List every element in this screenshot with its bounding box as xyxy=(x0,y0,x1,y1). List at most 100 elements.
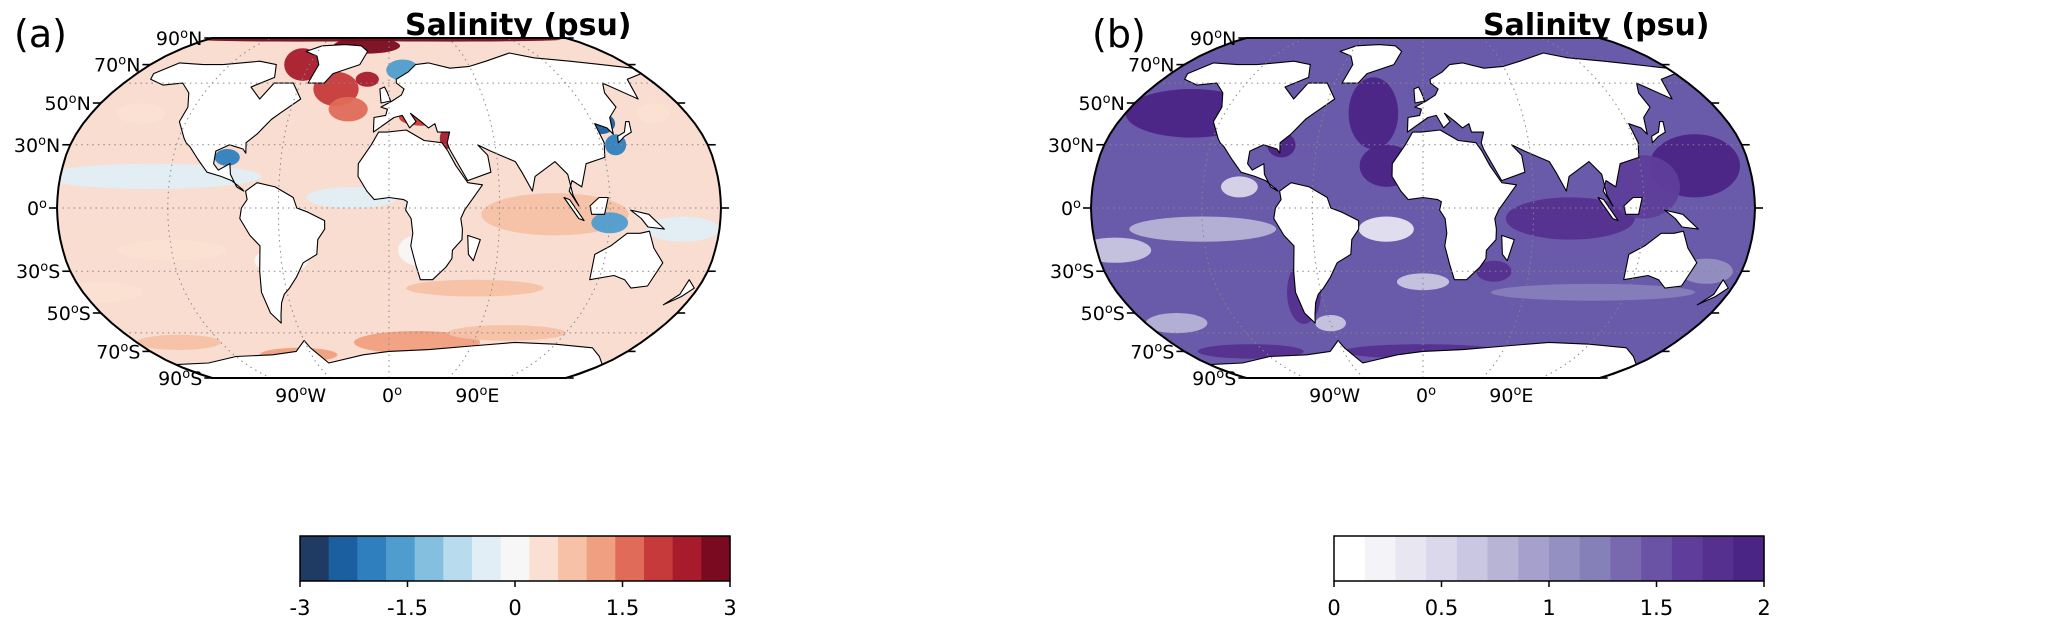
lat-label: 30oS xyxy=(1050,260,1094,283)
colorbar-bin xyxy=(472,536,502,581)
anomaly-patch xyxy=(1491,283,1695,301)
land-antarctica xyxy=(1209,339,1637,378)
land-sumatra xyxy=(563,196,585,222)
land-south-america xyxy=(1273,182,1360,324)
colorbar-bin xyxy=(414,536,444,581)
anomaly-patch xyxy=(1396,273,1450,291)
colorbar-bin xyxy=(1671,536,1704,581)
colorbar-tick-label: -1.5 xyxy=(387,596,428,620)
colorbar-bin xyxy=(1364,536,1397,581)
panel-b: (b) Salinity (psu) 90oN 70oN 50oN 30oN 0o 30o… xyxy=(1034,0,2067,632)
land-layer xyxy=(1184,44,1729,378)
colorbar-bin xyxy=(1518,536,1550,581)
lon-label: 0o xyxy=(1416,384,1436,407)
colorbar-bin xyxy=(558,536,588,581)
colorbar-bin xyxy=(1549,536,1581,581)
land-north-america xyxy=(1184,60,1336,192)
colorbar-tick-label: 3 xyxy=(723,596,736,620)
colorbar-bin xyxy=(443,536,473,581)
anomaly-patch xyxy=(406,279,544,297)
colorbar: -3 -1.5 0 1.5 3 xyxy=(290,535,737,620)
colorbar-bin xyxy=(1487,536,1519,581)
lat-label: 90oS xyxy=(1192,367,1236,390)
anomaly-patch xyxy=(1358,216,1414,242)
lon-label: 90oW xyxy=(275,384,326,407)
anomaly-patch xyxy=(117,239,226,261)
land-new-guinea xyxy=(1664,209,1699,230)
land-south-america xyxy=(239,182,326,324)
lat-label: 90oS xyxy=(158,367,202,390)
colorbar-tick-label: -3 xyxy=(290,596,311,620)
colorbar-bin xyxy=(386,536,416,581)
colorbar-bin xyxy=(1579,536,1612,581)
lat-label: 70oS xyxy=(96,340,140,363)
colorbar-bin xyxy=(1456,536,1489,581)
meridian xyxy=(277,38,331,378)
land-africa xyxy=(357,129,484,281)
land-layer xyxy=(150,44,695,378)
anomaly-patch xyxy=(1315,315,1346,332)
colorbar-tick-label: 1.5 xyxy=(1640,596,1673,620)
land-borneo xyxy=(1623,196,1643,215)
land-greenland xyxy=(305,44,369,84)
anomaly-patch xyxy=(284,48,322,81)
land-eurasia xyxy=(372,52,642,207)
land-britain xyxy=(1413,86,1426,104)
meridian xyxy=(167,38,272,378)
lon-label: 90oE xyxy=(455,384,499,407)
lat-label: 90oN xyxy=(1190,27,1236,50)
panel-label: (b) xyxy=(1092,12,1146,56)
lon-label: 0o xyxy=(382,384,402,407)
colorbar-bin xyxy=(701,536,731,581)
lat-label: 50oN xyxy=(44,92,90,115)
lat-label: 30oN xyxy=(14,134,60,157)
land-japan xyxy=(1651,121,1666,144)
anomaly-patch xyxy=(1129,216,1277,242)
lat-label: 30oS xyxy=(16,260,60,283)
lat-label: 70oN xyxy=(94,54,140,77)
colorbar-tick-label: 0.5 xyxy=(1425,596,1458,620)
colorbar-tick-label: 1.5 xyxy=(606,596,639,620)
anomaly-patch xyxy=(1091,237,1152,263)
colorbar-bin xyxy=(1702,536,1734,581)
land-eurasia xyxy=(1406,52,1676,207)
colorbar-bin xyxy=(1733,536,1765,581)
colorbar-bin xyxy=(586,536,616,581)
anomaly-patch xyxy=(328,97,368,122)
lat-label: 30oN xyxy=(1048,134,1094,157)
anomaly-patch xyxy=(116,103,166,124)
colorbar-bin xyxy=(1426,536,1458,581)
colorbar-tick-label: 2 xyxy=(1757,596,1770,620)
land-japan xyxy=(617,121,632,144)
meridian xyxy=(1481,38,1535,378)
land-borneo xyxy=(589,196,609,215)
land-britain xyxy=(379,86,392,104)
anomaly-patch xyxy=(136,334,221,350)
lat-label: 50oS xyxy=(1081,302,1125,325)
meridian xyxy=(447,38,501,378)
anomaly-patch xyxy=(637,103,670,124)
colorbar-tick-label: 0 xyxy=(1327,596,1340,620)
anomaly-patch xyxy=(591,212,629,234)
anomaly-patch xyxy=(646,216,720,242)
colorbar-tick-label: 0 xyxy=(508,596,521,620)
lon-label: 90oE xyxy=(1489,384,1533,407)
land-madagascar xyxy=(1501,234,1515,262)
colorbar-bin xyxy=(300,536,330,581)
colorbar-bin xyxy=(328,536,358,581)
lat-label: 50oS xyxy=(47,302,91,325)
land-antarctica xyxy=(175,339,603,378)
colorbar-bin xyxy=(672,536,702,581)
colorbar-bin xyxy=(644,536,674,581)
anomaly-patch xyxy=(1145,313,1208,334)
land-australia xyxy=(589,230,664,289)
land-africa xyxy=(1391,129,1518,281)
lat-label: 70oS xyxy=(1130,340,1174,363)
meridian xyxy=(506,38,611,378)
lat-label: 70oN xyxy=(1128,54,1174,77)
lat-label: 0o xyxy=(27,197,47,220)
panel-label: (a) xyxy=(14,12,67,56)
colorbar-bin xyxy=(1610,536,1642,581)
